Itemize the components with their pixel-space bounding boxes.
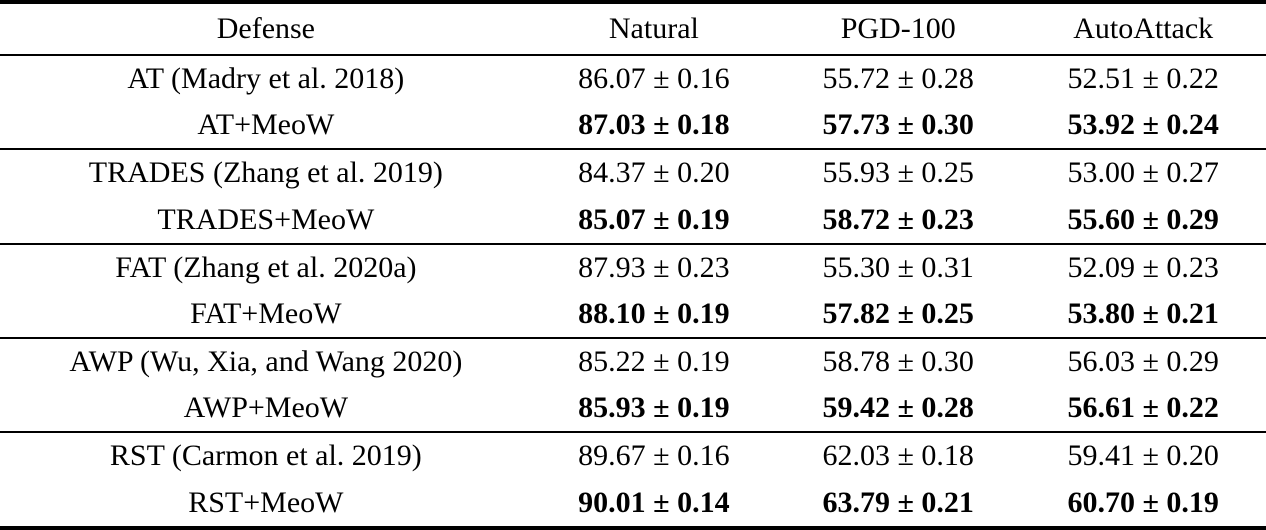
defense-group: AWP (Wu, Xia, and Wang 2020) 85.22 ± 0.19… — [0, 338, 1266, 432]
natural-value-cell: 87.03 ± 0.18 — [578, 108, 730, 142]
table-row: AT (Madry et al. 2018) 86.07 ± 0.16 55.72 … — [0, 55, 1266, 102]
table-row: FAT+MeoW 88.10 ± 0.19 57.82 ± 0.25 53.80 ± … — [0, 291, 1266, 338]
pgd100-value-cell: 59.42 ± 0.28 — [822, 391, 974, 425]
pgd100-value-cell: 55.93 ± 0.25 — [822, 156, 974, 190]
natural-value-cell: 85.93 ± 0.19 — [578, 391, 730, 425]
defense-group: AT (Madry et al. 2018) 86.07 ± 0.16 55.72 … — [0, 55, 1266, 149]
autoattack-value-cell: 56.03 ± 0.29 — [1067, 345, 1219, 379]
header-row: Defense Natural PGD-100 AutoAttack — [0, 2, 1266, 55]
defense-name-cell: AT+MeoW — [197, 108, 335, 142]
autoattack-value-cell: 52.51 ± 0.22 — [1067, 62, 1219, 96]
autoattack-value-cell: 53.80 ± 0.21 — [1067, 296, 1219, 330]
natural-value-cell: 88.10 ± 0.19 — [578, 296, 730, 330]
pgd100-value-cell: 63.79 ± 0.21 — [822, 485, 974, 519]
table-row: RST+MeoW 90.01 ± 0.14 63.79 ± 0.21 60.70 ± … — [0, 480, 1266, 528]
table-header: Defense Natural PGD-100 AutoAttack — [0, 2, 1266, 55]
table-row: FAT (Zhang et al. 2020a) 87.93 ± 0.23 55.3… — [0, 244, 1266, 291]
autoattack-value-cell: 60.70 ± 0.19 — [1067, 485, 1219, 519]
table-row: RST (Carmon et al. 2019) 89.67 ± 0.16 62.0… — [0, 432, 1266, 479]
table-row: AWP (Wu, Xia, and Wang 2020) 85.22 ± 0.19… — [0, 338, 1266, 385]
pgd100-value-cell: 62.03 ± 0.18 — [822, 439, 974, 473]
defense-name-cell: FAT+MeoW — [190, 296, 342, 330]
autoattack-value-cell: 53.00 ± 0.27 — [1067, 156, 1219, 190]
pgd100-value-cell: 58.72 ± 0.23 — [822, 202, 974, 236]
natural-value-cell: 85.07 ± 0.19 — [578, 202, 730, 236]
autoattack-value-cell: 56.61 ± 0.22 — [1067, 391, 1219, 425]
table-row: AT+MeoW 87.03 ± 0.18 57.73 ± 0.30 53.92 ± 0… — [0, 102, 1266, 149]
defense-name-cell: RST (Carmon et al. 2019) — [109, 439, 422, 473]
defense-name-cell: RST+MeoW — [188, 485, 344, 519]
table-row: TRADES (Zhang et al. 2019) 84.37 ± 0.20 55… — [0, 149, 1266, 196]
defense-group: TRADES (Zhang et al. 2019) 84.37 ± 0.20 55… — [0, 149, 1266, 243]
pgd100-value-cell: 58.78 ± 0.30 — [822, 345, 974, 379]
table-row: TRADES+MeoW 85.07 ± 0.19 58.72 ± 0.23 55.60… — [0, 197, 1266, 244]
autoattack-value-cell: 53.92 ± 0.24 — [1067, 108, 1219, 142]
defense-name-cell: FAT (Zhang et al. 2020a) — [115, 250, 417, 284]
autoattack-value-cell: 55.60 ± 0.29 — [1067, 202, 1219, 236]
defense-name-cell: AT (Madry et al. 2018) — [127, 62, 405, 96]
autoattack-value-cell: 52.09 ± 0.23 — [1067, 250, 1219, 284]
natural-value-cell: 85.22 ± 0.19 — [578, 345, 730, 379]
pgd100-value-cell: 57.73 ± 0.30 — [822, 108, 974, 142]
defense-name-cell: TRADES+MeoW — [157, 202, 375, 236]
table-row: AWP+MeoW 85.93 ± 0.19 59.42 ± 0.28 56.61 ± … — [0, 385, 1266, 432]
pgd100-value-cell: 55.30 ± 0.31 — [822, 250, 974, 284]
pgd100-value-cell: 55.72 ± 0.28 — [822, 62, 974, 96]
natural-value-cell: 90.01 ± 0.14 — [578, 485, 730, 519]
autoattack-value-cell: 59.41 ± 0.20 — [1067, 439, 1219, 473]
defense-name-cell: AWP (Wu, Xia, and Wang 2020) — [69, 345, 463, 379]
defense-group: FAT (Zhang et al. 2020a) 87.93 ± 0.23 55.3… — [0, 243, 1266, 338]
col-header-autoattack: AutoAttack — [1073, 12, 1214, 45]
defense-name-cell: TRADES (Zhang et al. 2019) — [88, 156, 443, 190]
pgd100-value-cell: 57.82 ± 0.25 — [822, 296, 974, 330]
defense-group: RST (Carmon et al. 2019) 89.67 ± 0.16 62.0… — [0, 432, 1266, 528]
natural-value-cell: 89.67 ± 0.16 — [578, 439, 730, 473]
natural-value-cell: 86.07 ± 0.16 — [578, 62, 730, 96]
col-header-defense: Defense — [216, 12, 315, 45]
natural-value-cell: 84.37 ± 0.20 — [578, 156, 730, 190]
col-header-natural: Natural — [608, 12, 699, 45]
natural-value-cell: 87.93 ± 0.23 — [578, 250, 730, 284]
defense-name-cell: AWP+MeoW — [183, 391, 349, 425]
col-header-pgd100: PGD-100 — [840, 12, 956, 45]
